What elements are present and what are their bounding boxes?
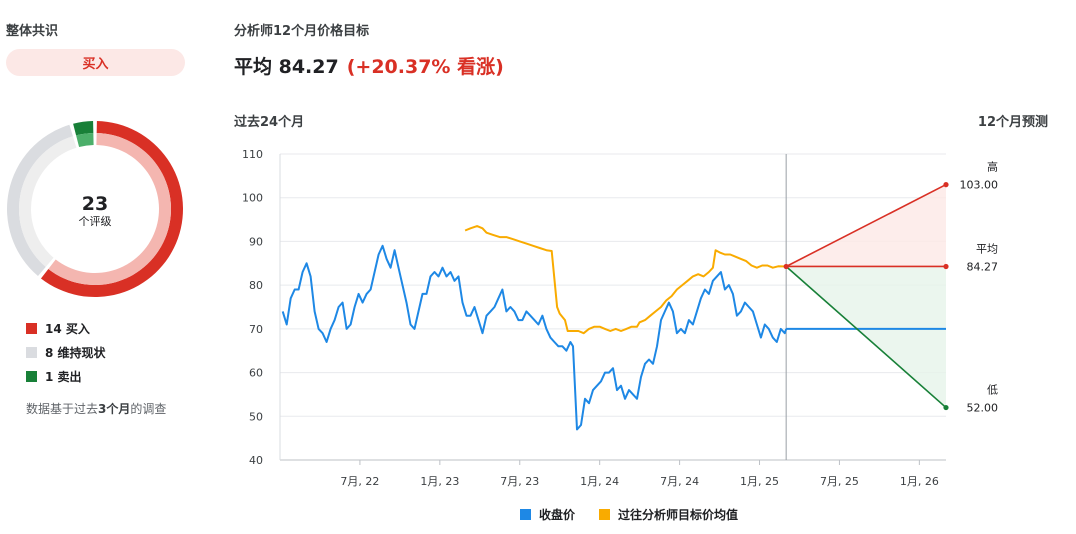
forecast-avg-value: 84.27: [967, 260, 999, 273]
target-swatch: [599, 509, 611, 520]
survey-note-suffix: 的调查: [130, 402, 167, 416]
legend-target-label: 过往分析师目标价均值: [618, 508, 739, 522]
x-tick-label: 7月, 23: [500, 475, 539, 488]
ratings-donut-chart: 23 个评级: [7, 121, 183, 298]
consensus-panel: 整体共识 买入 23 个评级 14 买入 8 维持现状 1 卖出 数据基于过去3…: [0, 0, 200, 534]
forecast-low-point: [943, 404, 949, 411]
x-tick-label: 7月, 22: [340, 475, 379, 488]
donut-inner-segment-hold: [19, 136, 77, 267]
y-tick-label: 40: [249, 454, 263, 467]
target-average-value: 平均 84.27: [234, 56, 339, 78]
legend-buy-label: 14 买入: [45, 322, 90, 336]
y-tick-label: 70: [249, 323, 263, 336]
price-target-chart: 40 50 60 70 80 90 100 110 7月, 22 1月, 23 7月, 23 1月,…: [242, 148, 999, 488]
survey-note: 数据基于过去3个月的调查: [26, 400, 166, 417]
x-tick-label: 1月, 25: [740, 475, 779, 488]
y-tick-label: 90: [249, 235, 263, 248]
x-tick-label: 1月, 23: [420, 475, 459, 488]
y-tick-label: 100: [242, 192, 263, 205]
series-close-line: [281, 244, 788, 431]
past-period-label: 过去24个月: [234, 115, 305, 130]
forecast-high-value: 103.00: [960, 179, 999, 192]
close-swatch: [520, 509, 531, 520]
y-tick-label: 50: [249, 410, 263, 423]
chart-series: [281, 225, 946, 431]
legend-hold: 8 维持现状: [26, 344, 106, 361]
y-tick-label: 110: [242, 148, 263, 161]
survey-note-period: 3个月: [98, 402, 131, 416]
x-axis: 7月, 22 1月, 23 7月, 23 1月, 24 7月, 24 1月, 25 7月, …: [340, 460, 939, 488]
x-tick-label: 7月, 24: [660, 475, 699, 488]
legend-close-label: 收盘价: [539, 508, 576, 522]
chart-grid: [279, 153, 946, 461]
hold-swatch: [26, 347, 37, 358]
forecast-labels: 高 103.00 平均 84.27 低 52.00: [960, 160, 999, 415]
chart-legend: 收盘价 过往分析师目标价均值: [520, 506, 738, 523]
donut-inner-segment-buy: [48, 133, 171, 285]
legend-close: 收盘价: [520, 506, 575, 523]
x-tick-label: 1月, 26: [900, 475, 939, 488]
forecast-high-line: [785, 183, 947, 268]
buy-swatch: [26, 323, 37, 334]
target-title: 分析师12个月价格目标: [234, 24, 370, 39]
y-axis: 40 50 60 70 80 90 100 110: [242, 148, 263, 467]
ratings-total: 23: [82, 193, 108, 215]
target-change: (+20.37% 看涨): [346, 56, 504, 78]
legend-target: 过往分析师目标价均值: [599, 506, 738, 523]
legend-sell-label: 1 卖出: [45, 370, 82, 384]
forecast-period-label: 12个月预测: [977, 115, 1048, 130]
donut-inner-segment-sell: [76, 133, 94, 148]
x-tick-label: 1月, 24: [580, 475, 619, 488]
legend-hold-label: 8 维持现状: [45, 346, 106, 360]
forecast-lines: [783, 182, 949, 411]
legend-buy: 14 买入: [26, 320, 90, 337]
donut-segment-buy: [40, 121, 183, 298]
forecast-high-label: 高: [987, 160, 998, 174]
forecast-avg-point: [943, 263, 949, 270]
forecast-low-line: [785, 265, 947, 409]
forecast-low-value: 52.00: [967, 402, 999, 415]
forecast-high-point: [943, 182, 949, 188]
forecast-low-label: 低: [987, 384, 998, 397]
consensus-title: 整体共识: [6, 24, 59, 39]
legend-sell: 1 卖出: [26, 368, 82, 385]
consensus-verdict-badge: 买入: [6, 49, 185, 76]
forecast-avg-label: 平均: [976, 242, 998, 255]
forecast-areas: [786, 184, 946, 408]
x-tick-label: 7月, 25: [820, 475, 859, 488]
series-target-line: [464, 225, 787, 335]
donut-segment-hold: [7, 124, 73, 277]
ratings-total-label: 个评级: [79, 215, 112, 228]
donut-segment-sell: [73, 121, 94, 136]
y-tick-label: 60: [249, 367, 263, 380]
sell-swatch: [26, 371, 37, 382]
y-tick-label: 80: [249, 279, 263, 292]
target-average: 平均 84.27 (+20.37% 看涨): [234, 52, 504, 79]
survey-note-prefix: 数据基于过去: [26, 402, 99, 416]
forecast-origin-point: [783, 263, 789, 270]
